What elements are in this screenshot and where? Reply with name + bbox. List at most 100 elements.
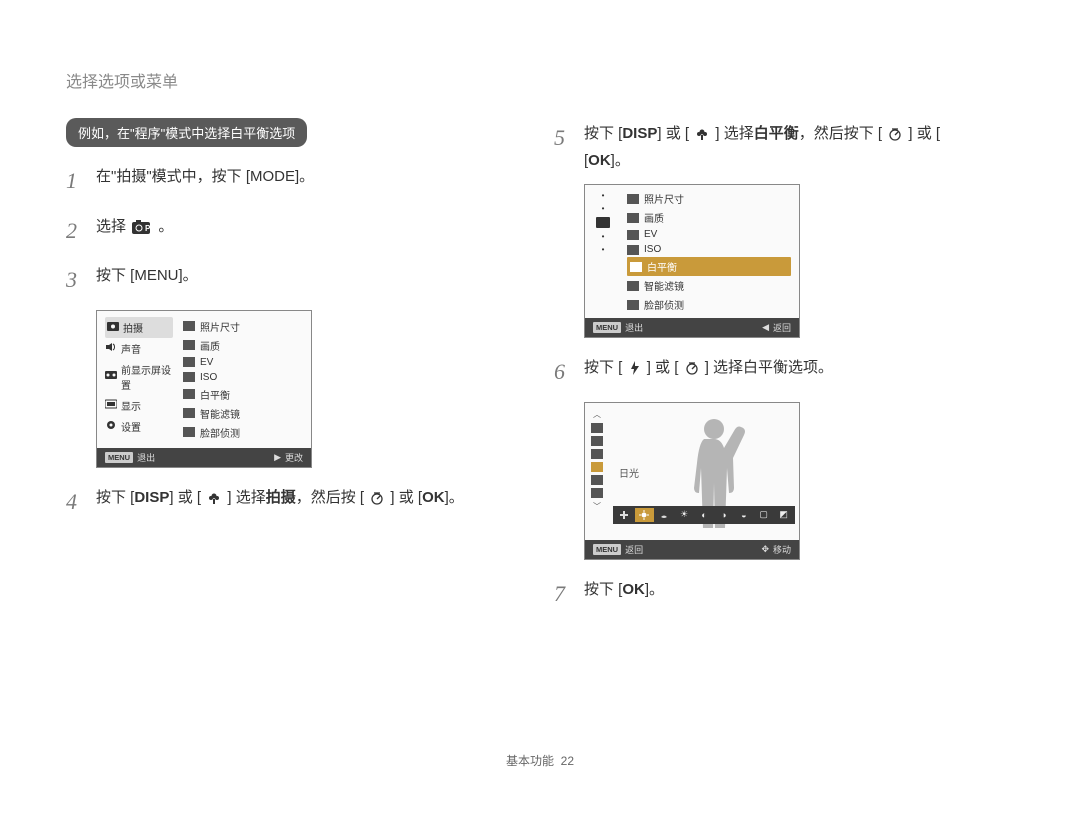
menu-footer: MENU返回 ✥移动	[585, 540, 799, 559]
gear-icon	[105, 420, 117, 433]
side-icon	[591, 449, 603, 459]
opt-row: 智能滤镜	[183, 404, 303, 423]
opt-row: ISO	[627, 242, 791, 257]
step-number: 5	[554, 118, 572, 158]
sound-icon	[105, 342, 117, 355]
size-icon	[183, 321, 195, 331]
page-footer: 基本功能 22	[0, 752, 1080, 769]
camera-icon	[107, 321, 119, 334]
face-icon	[183, 427, 195, 437]
side-icon-column: • • • •	[593, 189, 613, 314]
step-1: 1 在"拍摄"模式中，按下 [MODE]。	[66, 161, 506, 201]
wb-chip: ◒	[734, 508, 753, 522]
wb-chip: ☀	[675, 508, 694, 522]
menu-screenshot-b: • • • • 照片尺寸 画质 EV ISO 白平衡 智能滤镜 脸部侦测 MEN…	[584, 184, 800, 338]
wb-chip-selected	[635, 508, 654, 522]
page-title: 选择选项或菜单	[66, 68, 178, 92]
step-number: 1	[66, 161, 84, 201]
step-text: 按下 [MENU]。	[96, 260, 506, 289]
iso-icon	[627, 245, 639, 255]
step-2: 2 选择 P 。	[66, 211, 506, 251]
opt-row: 照片尺寸	[183, 317, 303, 336]
opt-row: 脸部侦测	[183, 423, 303, 442]
tab-item: 声音	[105, 338, 173, 359]
timer-icon	[888, 127, 902, 141]
camera-icon	[596, 217, 610, 228]
wb-preview-area: 日光 ☀ ◐ ◑ ◒ ▢ ◩	[609, 403, 799, 540]
side-icon	[591, 436, 603, 446]
step-text: 按下 [ ] 或 [ ] 选择白平衡选项。	[584, 352, 994, 381]
wb-icon	[630, 262, 642, 272]
side-icon	[591, 462, 603, 472]
wb-chip: ◩	[774, 508, 793, 522]
tab-item: 拍摄	[105, 317, 173, 338]
step-number: 2	[66, 211, 84, 251]
example-label: 例如，在"程序"模式中选择白平衡选项	[66, 118, 307, 147]
opt-row: 照片尺寸	[627, 189, 791, 208]
dot-icon: •	[602, 191, 605, 200]
display-icon	[105, 399, 117, 412]
step-text: 按下 [DISP] 或 [ ] 选择白平衡，然后按下 [ ] 或 [ [OK]。	[584, 118, 994, 174]
wb-option-label: 日光	[619, 465, 639, 480]
face-icon	[627, 300, 639, 310]
menu-badge: MENU	[105, 452, 133, 463]
dot-icon: •	[602, 245, 605, 254]
dot-icon: •	[602, 204, 605, 213]
step-6: 6 按下 [ ] 或 [ ] 选择白平衡选项。	[554, 352, 994, 392]
move-icon: ✥	[761, 544, 769, 555]
left-column: 例如，在"程序"模式中选择白平衡选项 1 在"拍摄"模式中，按下 [MODE]。…	[66, 118, 506, 531]
wb-preview-screenshot: ︿ ﹀ 日光	[584, 402, 800, 560]
step-text: 按下 [DISP] 或 [ ] 选择拍摄，然后按 [ ] 或 [OK]。	[96, 482, 506, 511]
step-4: 4 按下 [DISP] 或 [ ] 选择拍摄，然后按 [ ] 或 [OK]。	[66, 482, 506, 522]
wb-chip	[655, 508, 674, 522]
opt-row: 白平衡	[183, 385, 303, 404]
opt-row: 画质	[627, 208, 791, 227]
step-number: 6	[554, 352, 572, 392]
opt-row: 脸部侦测	[627, 295, 791, 314]
wb-chip: ◑	[714, 508, 733, 522]
quality-icon	[183, 340, 195, 350]
step-number: 3	[66, 260, 84, 300]
quality-icon	[627, 213, 639, 223]
caret-up-icon: ︿	[593, 409, 601, 420]
ev-icon	[183, 357, 195, 367]
menu-right-options: 照片尺寸 画质 EV ISO 白平衡 智能滤镜 脸部侦测	[613, 189, 791, 314]
step-text: 在"拍摄"模式中，按下 [MODE]。	[96, 161, 506, 190]
flash-icon	[629, 361, 641, 375]
wb-chip: ▢	[754, 508, 773, 522]
wb-options-strip: ☀ ◐ ◑ ◒ ▢ ◩	[613, 506, 795, 524]
tab-item: 显示	[105, 395, 173, 416]
camera-p-icon: P	[132, 220, 152, 234]
wb-chip	[615, 508, 634, 522]
menu-footer: MENU退出 ◀返回	[585, 318, 799, 337]
timer-icon	[370, 491, 384, 505]
flower-icon	[207, 491, 221, 505]
step-text: 选择 P 。	[96, 211, 506, 240]
opt-row: 画质	[183, 336, 303, 355]
opt-row: EV	[183, 355, 303, 370]
menu-screenshot-a: 拍摄 声音 前显示屏设置 显示 设置	[96, 310, 312, 468]
step-number: 4	[66, 482, 84, 522]
menu-footer: MENU退出 ▶更改	[97, 448, 311, 467]
size-icon	[627, 194, 639, 204]
tab-item: 前显示屏设置	[105, 359, 173, 395]
step-7: 7 按下 [OK]。	[554, 574, 994, 614]
menu-badge: MENU	[593, 322, 621, 333]
flower-icon	[695, 127, 709, 141]
timer-icon	[685, 361, 699, 375]
display-front-icon	[105, 370, 117, 383]
side-icon	[591, 475, 603, 485]
side-icon	[591, 488, 603, 498]
opt-row: EV	[627, 227, 791, 242]
menu-left-tabs: 拍摄 声音 前显示屏设置 显示 设置	[105, 317, 173, 442]
triangle-right-icon: ▶	[274, 452, 281, 463]
ev-icon	[627, 230, 639, 240]
wb-chip: ◐	[695, 508, 714, 522]
wb-side-icons: ︿ ﹀	[585, 403, 609, 540]
wb-icon	[183, 389, 195, 399]
side-icon	[591, 423, 603, 433]
step-number: 7	[554, 574, 572, 614]
right-column: 5 按下 [DISP] 或 [ ] 选择白平衡，然后按下 [ ] 或 [ [OK…	[554, 118, 994, 623]
menu-badge: MENU	[593, 544, 621, 555]
iso-icon	[183, 372, 195, 382]
